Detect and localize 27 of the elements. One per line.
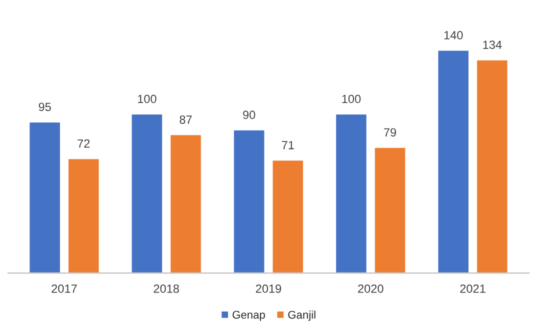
bar bbox=[28, 121, 62, 274]
x-tick-label: 2017 bbox=[52, 284, 77, 293]
legend-label: Genap bbox=[232, 310, 265, 321]
data-label: 95 bbox=[38, 102, 51, 112]
x-tick-label: 2020 bbox=[358, 284, 384, 293]
data-label: 100 bbox=[138, 94, 156, 104]
x-tick-label: 2019 bbox=[256, 284, 282, 293]
x-tick-label: 2018 bbox=[154, 284, 179, 293]
data-label: 71 bbox=[282, 141, 294, 150]
data-label: 140 bbox=[444, 31, 463, 40]
bar bbox=[169, 134, 202, 274]
data-label: 90 bbox=[243, 110, 256, 120]
bar bbox=[334, 113, 368, 274]
bar bbox=[436, 49, 470, 274]
bar bbox=[271, 159, 304, 274]
x-tick-label: 2021 bbox=[460, 284, 486, 293]
data-label: 72 bbox=[78, 139, 90, 148]
bar bbox=[67, 158, 100, 274]
data-label: 134 bbox=[483, 40, 502, 49]
data-label: 87 bbox=[180, 115, 192, 124]
legend-label: Ganjil bbox=[288, 310, 316, 321]
data-label: 100 bbox=[342, 94, 361, 104]
data-label: 79 bbox=[384, 128, 396, 137]
bar bbox=[130, 113, 164, 274]
bar bbox=[374, 146, 407, 274]
bar bbox=[476, 58, 509, 274]
bar bbox=[232, 129, 266, 274]
